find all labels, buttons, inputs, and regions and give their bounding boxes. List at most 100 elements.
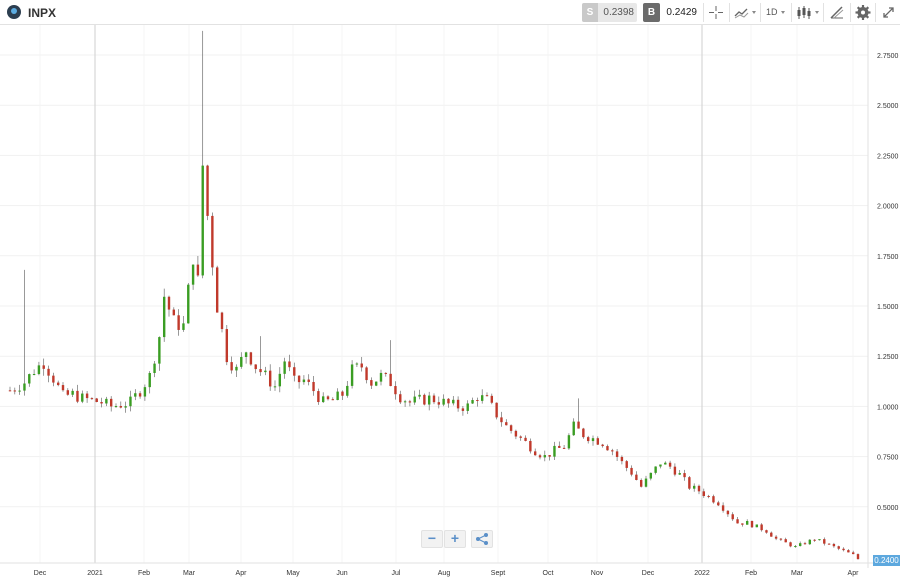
candle-body <box>235 366 238 371</box>
candle-body <box>105 398 108 404</box>
candle-body <box>615 451 619 457</box>
candle-body <box>664 462 667 465</box>
candle-body <box>389 373 392 387</box>
x-tick-label: Apr <box>848 570 860 577</box>
candle-body <box>413 396 416 403</box>
fullscreen-button[interactable] <box>875 3 900 22</box>
drawing-tools-icon <box>830 6 844 19</box>
candlestick-icon <box>797 6 819 19</box>
candle-body <box>249 352 253 365</box>
candle-body <box>553 445 556 457</box>
candle-body <box>702 491 706 496</box>
candle-body <box>384 372 388 374</box>
drawing-tools-button[interactable] <box>823 3 849 22</box>
logo-icon <box>7 5 21 19</box>
candle-body <box>524 437 527 441</box>
zoom-in-button[interactable]: + <box>444 530 466 548</box>
price-chart[interactable]: 0.5000 0.7500 1.0000 1.2500 1.5000 1.7500 2.00… <box>0 25 900 583</box>
candle-body <box>273 386 277 388</box>
candle-body <box>480 395 484 401</box>
buy-price: 0.2429 <box>666 7 697 18</box>
candle-body <box>321 396 325 403</box>
candle-body <box>837 546 840 549</box>
candle-body <box>143 387 147 397</box>
candle-body <box>37 365 41 375</box>
candle-body <box>187 284 190 324</box>
symbol-title: INPX <box>28 6 57 20</box>
candle-body <box>789 542 792 547</box>
timeframe-dropdown[interactable] <box>760 3 790 22</box>
candle-body <box>307 379 310 382</box>
y-tick-label: 1.5000 <box>877 304 899 311</box>
candle-body <box>100 401 103 404</box>
candle-body <box>331 399 335 401</box>
candle-body <box>755 524 759 528</box>
x-tick-label: Oct <box>543 570 554 577</box>
minus-icon: − <box>427 530 437 546</box>
candle-body <box>172 309 176 316</box>
candle-body <box>124 406 127 408</box>
chart-type-dropdown[interactable] <box>791 3 822 22</box>
candle-body <box>736 519 739 524</box>
candle-body <box>514 430 518 437</box>
candle-body <box>509 425 513 431</box>
candle-body <box>784 539 787 543</box>
candle-body <box>461 408 465 411</box>
settings-button[interactable] <box>850 3 874 22</box>
candle-body <box>283 361 286 374</box>
candle-body <box>447 398 450 404</box>
candle-body <box>456 399 460 409</box>
candle-body <box>302 379 306 383</box>
candle-body <box>350 364 354 386</box>
chart-area[interactable]: 0.5000 0.7500 1.0000 1.2500 1.5000 1.7500 2.00… <box>0 25 900 583</box>
candle-body <box>548 455 551 457</box>
candle-body <box>813 539 816 541</box>
candle-body <box>427 395 431 405</box>
candle-body <box>177 315 180 330</box>
candle-body <box>712 496 715 503</box>
candle-body <box>312 381 315 392</box>
candle-body <box>355 363 359 365</box>
candle-body <box>490 395 494 403</box>
candle-body <box>823 539 826 544</box>
sell-price-button[interactable]: S 0.2398 <box>582 3 637 22</box>
candle-body <box>452 399 455 404</box>
candle-body <box>495 402 498 418</box>
y-tick-label: 1.0000 <box>877 404 899 411</box>
share-icon <box>476 533 488 545</box>
y-tick-label: 2.0000 <box>877 204 899 211</box>
candle-body <box>365 367 368 381</box>
candle-body <box>162 296 166 338</box>
crosshair-button[interactable] <box>703 3 727 22</box>
candle-body <box>52 375 55 383</box>
candle-body <box>158 337 161 364</box>
candle-body <box>394 386 397 395</box>
candle-body <box>317 391 320 403</box>
zoom-out-button[interactable]: − <box>421 530 443 548</box>
candle-body <box>370 380 373 386</box>
x-tick-label: Aug <box>438 570 451 577</box>
candle-body <box>519 436 522 438</box>
candle-body <box>211 215 214 268</box>
candle-body <box>558 445 561 448</box>
candle-body <box>346 385 349 396</box>
candle-body <box>408 401 412 403</box>
x-tick-label: Dec <box>642 570 655 577</box>
share-button[interactable] <box>471 530 493 548</box>
candle-body <box>485 395 489 397</box>
candle-body <box>418 394 421 397</box>
candle-body <box>90 398 94 400</box>
candle-body <box>466 403 469 411</box>
candle-body <box>717 502 720 506</box>
candle-body <box>611 450 614 452</box>
candle-body <box>423 394 426 405</box>
indicators-button[interactable] <box>729 3 759 22</box>
candle-body <box>403 401 407 403</box>
y-tick-label: 2.2500 <box>877 153 899 160</box>
candle-body <box>114 405 118 407</box>
buy-price-button[interactable]: B 0.2429 <box>643 3 699 22</box>
candle-body <box>668 462 672 467</box>
candle-body <box>437 402 441 405</box>
toolbar: INPX S 0.2398 B 0.2429 1D <box>0 0 900 25</box>
candle-body <box>264 370 267 373</box>
